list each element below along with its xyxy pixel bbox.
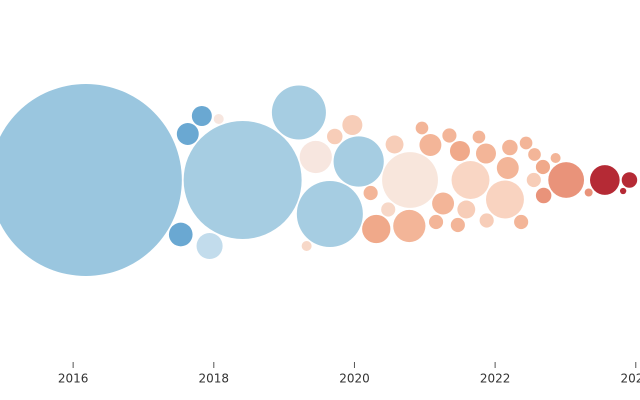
- bubble: [442, 128, 457, 143]
- bubble: [535, 159, 551, 175]
- bubble: [419, 134, 442, 156]
- bubble: [196, 232, 223, 260]
- bubble: [381, 202, 396, 217]
- bubble: [450, 217, 465, 233]
- bubble: [301, 241, 312, 251]
- bubble: [168, 222, 193, 247]
- bubble: [393, 209, 426, 243]
- bubble: [496, 157, 519, 179]
- x-tick-label: 2018: [199, 372, 230, 386]
- bubble: [514, 214, 529, 230]
- bubble: [526, 172, 541, 188]
- bubble: [415, 121, 429, 135]
- bubble: [485, 180, 524, 219]
- bubble: [432, 192, 455, 215]
- bubble: [382, 152, 438, 208]
- bubble: [342, 115, 363, 135]
- bubble: [550, 153, 561, 163]
- x-tick-label: 2016: [58, 372, 89, 386]
- bubble: [183, 121, 302, 239]
- bubble: [479, 213, 494, 228]
- x-tick-label: 2022: [480, 372, 511, 386]
- bubble: [548, 162, 585, 198]
- bubble: [363, 185, 378, 201]
- bubble: [457, 200, 476, 219]
- bubble: [333, 136, 384, 187]
- bubble: [451, 161, 490, 199]
- bubble: [584, 188, 593, 197]
- bubble: [385, 135, 404, 154]
- bubble: [362, 214, 391, 244]
- bubble: [528, 148, 541, 161]
- bubble: [590, 165, 620, 195]
- bubble: [449, 141, 470, 161]
- x-tick-label: 2024: [621, 372, 640, 386]
- bubble: [621, 172, 638, 188]
- bubble: [502, 139, 518, 156]
- bubble: [271, 85, 326, 140]
- bubble: [519, 136, 533, 150]
- bubble: [299, 140, 332, 174]
- bubble: [475, 143, 496, 164]
- bubble: [535, 187, 552, 204]
- bubble: [0, 84, 182, 276]
- bubble: [472, 130, 486, 144]
- bubble: [296, 180, 363, 248]
- bubble: [191, 106, 212, 126]
- bubble: [327, 128, 343, 145]
- bubble: [619, 187, 627, 195]
- bubble: [428, 214, 444, 230]
- bubble: [213, 114, 224, 124]
- x-tick-label: 2020: [339, 372, 370, 386]
- bubble: [176, 123, 199, 145]
